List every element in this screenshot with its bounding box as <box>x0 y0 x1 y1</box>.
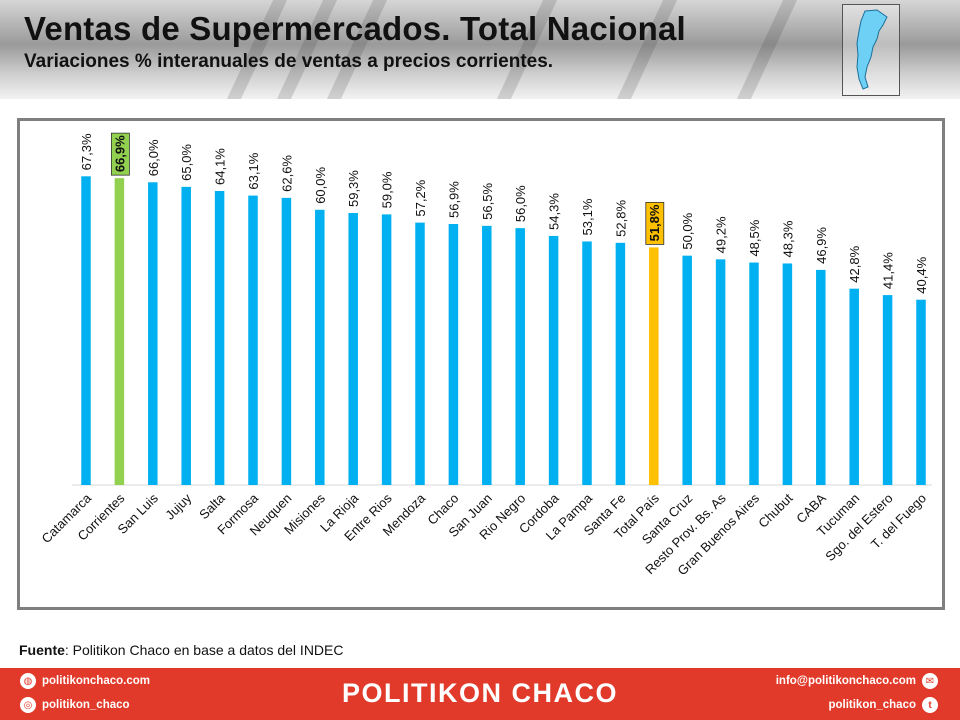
bar <box>515 228 525 485</box>
source-label: Fuente <box>19 642 65 658</box>
data-label: 51,8% <box>647 204 662 241</box>
bar <box>248 195 258 485</box>
data-label: 64,1% <box>213 148 228 185</box>
footer-email[interactable]: info@politikonchaco.com ✉ <box>776 673 938 689</box>
source-text: : Politikon Chaco en base a datos del IN… <box>64 642 344 658</box>
footer-instagram[interactable]: ◎ politikon_chaco <box>20 697 130 713</box>
source-note: Fuente: Politikon Chaco en base a datos … <box>19 642 344 658</box>
bar <box>715 259 726 485</box>
data-label: 48,5% <box>747 219 762 256</box>
data-label: 62,6% <box>279 155 294 192</box>
data-label: 56,0% <box>513 185 528 222</box>
data-label: 50,0% <box>680 212 695 249</box>
data-label: 57,2% <box>413 179 428 216</box>
data-label: 67,3% <box>79 133 94 170</box>
data-label: 65,0% <box>179 144 194 181</box>
data-label: 40,4% <box>914 256 929 293</box>
bar <box>181 186 191 485</box>
bar <box>649 247 659 485</box>
footer-twitter[interactable]: politikon_chaco t <box>828 697 938 713</box>
footer-website-text: politikonchaco.com <box>42 675 150 687</box>
chart-frame: 67,3% Catamarca 66,9% Corrientes 66,0% San Lu… <box>17 118 945 610</box>
data-label: 49,2% <box>714 216 729 253</box>
data-label: 54,3% <box>547 193 562 230</box>
data-label-box <box>111 132 130 176</box>
bar <box>849 288 859 485</box>
data-label: 59,0% <box>380 171 395 208</box>
bar <box>148 182 158 485</box>
bar <box>749 262 759 485</box>
data-label-box <box>645 202 665 245</box>
data-label: 52,8% <box>613 200 628 237</box>
data-label: 53,1% <box>580 198 595 235</box>
instagram-icon: ◎ <box>20 697 36 713</box>
data-label: 41,4% <box>881 252 896 289</box>
bar <box>348 213 358 485</box>
twitter-icon: t <box>922 697 938 713</box>
data-label: 56,9% <box>446 181 461 218</box>
brand-name: POLITIKON CHACO <box>342 678 618 708</box>
data-label: 46,9% <box>814 227 829 264</box>
data-label: 66,0% <box>146 139 161 176</box>
mail-icon: ✉ <box>922 673 938 689</box>
data-label: 56,5% <box>480 183 495 220</box>
data-label: 42,8% <box>847 245 862 282</box>
footer-email-text: info@politikonchaco.com <box>775 675 916 687</box>
data-label: 60,0% <box>313 166 328 203</box>
argentina-map-icon <box>842 4 900 96</box>
bar <box>816 269 826 485</box>
footer-website[interactable]: ◍ politikonchaco.com <box>20 673 150 689</box>
header-banner: Ventas de Supermercados. Total Nacional … <box>0 0 960 99</box>
bar <box>916 299 926 485</box>
bar <box>615 242 626 485</box>
data-label: 63,1% <box>246 152 261 189</box>
footer-bar: ◍ politikonchaco.com ◎ politikon_chaco P… <box>0 668 960 720</box>
bar <box>381 214 392 485</box>
bar <box>782 263 793 485</box>
bar <box>81 176 91 486</box>
data-label: 66,9% <box>112 135 127 172</box>
bar <box>582 241 592 485</box>
bar <box>415 222 425 485</box>
bar <box>281 197 292 485</box>
bar <box>114 178 125 485</box>
footer-instagram-text: politikon_chaco <box>42 699 130 711</box>
footer-twitter-text: politikon_chaco <box>828 699 916 711</box>
page-title: Ventas de Supermercados. Total Nacional <box>24 10 686 47</box>
bar <box>214 190 225 485</box>
bar <box>882 295 893 485</box>
globe-icon: ◍ <box>20 673 36 689</box>
page-subtitle: Variaciones % interanuales de ventas a p… <box>24 51 554 72</box>
category-label: Jujuy <box>162 490 194 522</box>
data-label: 59,3% <box>346 170 361 207</box>
bar <box>448 224 459 485</box>
data-label: 48,3% <box>780 220 795 257</box>
bar <box>315 209 325 486</box>
category-label: Chubut <box>755 490 796 531</box>
bar <box>682 255 692 485</box>
bar <box>482 225 492 485</box>
bar <box>548 235 559 485</box>
